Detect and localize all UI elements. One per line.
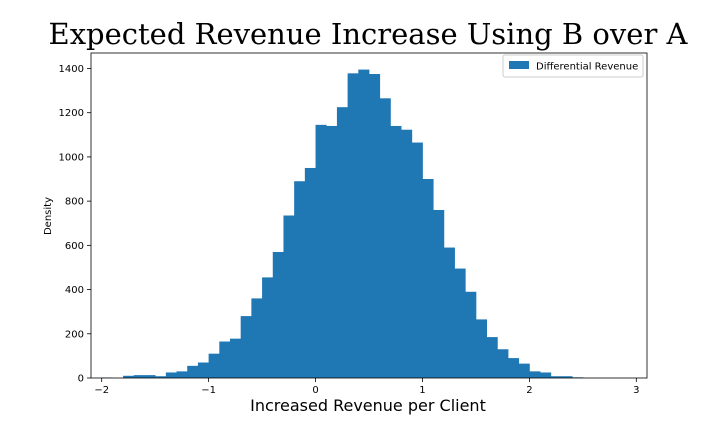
histogram-bar — [529, 371, 541, 378]
histogram-bar — [465, 291, 477, 378]
histogram-bar — [326, 125, 338, 379]
histogram-bar — [155, 376, 167, 378]
y-tick-label: 1400 — [59, 64, 84, 75]
x-tick-label: 3 — [633, 385, 639, 396]
histogram-bar — [358, 69, 370, 378]
histogram-bar — [347, 73, 359, 378]
legend-swatch — [509, 61, 529, 69]
histogram-bar — [336, 107, 349, 379]
histogram-bar — [550, 376, 562, 378]
histogram-bar — [561, 376, 573, 378]
histogram-bar — [123, 375, 135, 378]
y-tick-label: 1200 — [59, 108, 84, 119]
histogram-bar — [283, 215, 295, 378]
histogram-bar — [251, 298, 263, 378]
x-tick-label: −1 — [201, 385, 216, 396]
histogram-bar — [443, 247, 455, 378]
histogram-bar — [518, 363, 530, 378]
histogram-bar — [144, 375, 156, 378]
legend: Differential Revenue — [502, 54, 644, 78]
bars-layer — [101, 69, 584, 379]
ticks-layer: −2 −1 0 1 2 3 0 200 400 600 800 1000 1200 1400 — [59, 64, 640, 396]
histogram-bar — [176, 371, 188, 378]
histogram-bar — [411, 142, 423, 378]
histogram-bar — [497, 349, 509, 378]
histogram-bar — [433, 209, 445, 378]
x-axis-label: Increased Revenue per Client — [250, 396, 486, 415]
histogram-bar — [230, 338, 242, 378]
histogram-bar — [304, 167, 316, 378]
histogram-bar — [272, 251, 284, 378]
histogram-bar — [187, 365, 199, 378]
x-tick-label: 1 — [419, 385, 425, 396]
histogram-bar — [165, 372, 177, 378]
histogram-bar — [454, 268, 466, 378]
axes-layer — [90, 52, 648, 379]
histogram-bar — [208, 353, 220, 378]
histogram-bar — [294, 181, 306, 378]
histogram-bar — [486, 337, 498, 378]
histogram-bar — [508, 358, 520, 378]
x-tick-label: −2 — [94, 385, 109, 396]
x-tick-label: 0 — [312, 385, 318, 396]
histogram-bar — [379, 98, 391, 378]
legend-frame — [502, 54, 644, 78]
histogram-bar — [315, 124, 327, 378]
histogram-bar — [240, 316, 252, 378]
y-axis-label: Density — [43, 197, 54, 235]
y-tick-label: 200 — [65, 329, 84, 340]
histogram-bar — [369, 74, 381, 378]
histogram-bar — [422, 179, 434, 378]
histogram-bar — [219, 341, 231, 378]
histogram-bar — [390, 125, 402, 379]
histogram-bar — [475, 319, 488, 378]
y-tick-label: 600 — [65, 241, 84, 252]
legend-entry-label: Differential Revenue — [536, 62, 638, 73]
histogram-bar — [540, 372, 552, 378]
histogram-bar — [401, 129, 413, 378]
y-tick-label: 800 — [65, 197, 84, 208]
chart-title: Expected Revenue Increase Using B over A — [49, 17, 689, 51]
histogram-bar — [197, 362, 210, 378]
y-tick-label: 1000 — [59, 152, 84, 163]
y-tick-label: 400 — [65, 285, 84, 296]
y-tick-label: 0 — [78, 374, 84, 385]
histogram-bar — [262, 277, 274, 378]
x-tick-label: 2 — [526, 385, 532, 396]
plot-frame — [90, 52, 648, 379]
histogram-bar — [133, 375, 145, 378]
